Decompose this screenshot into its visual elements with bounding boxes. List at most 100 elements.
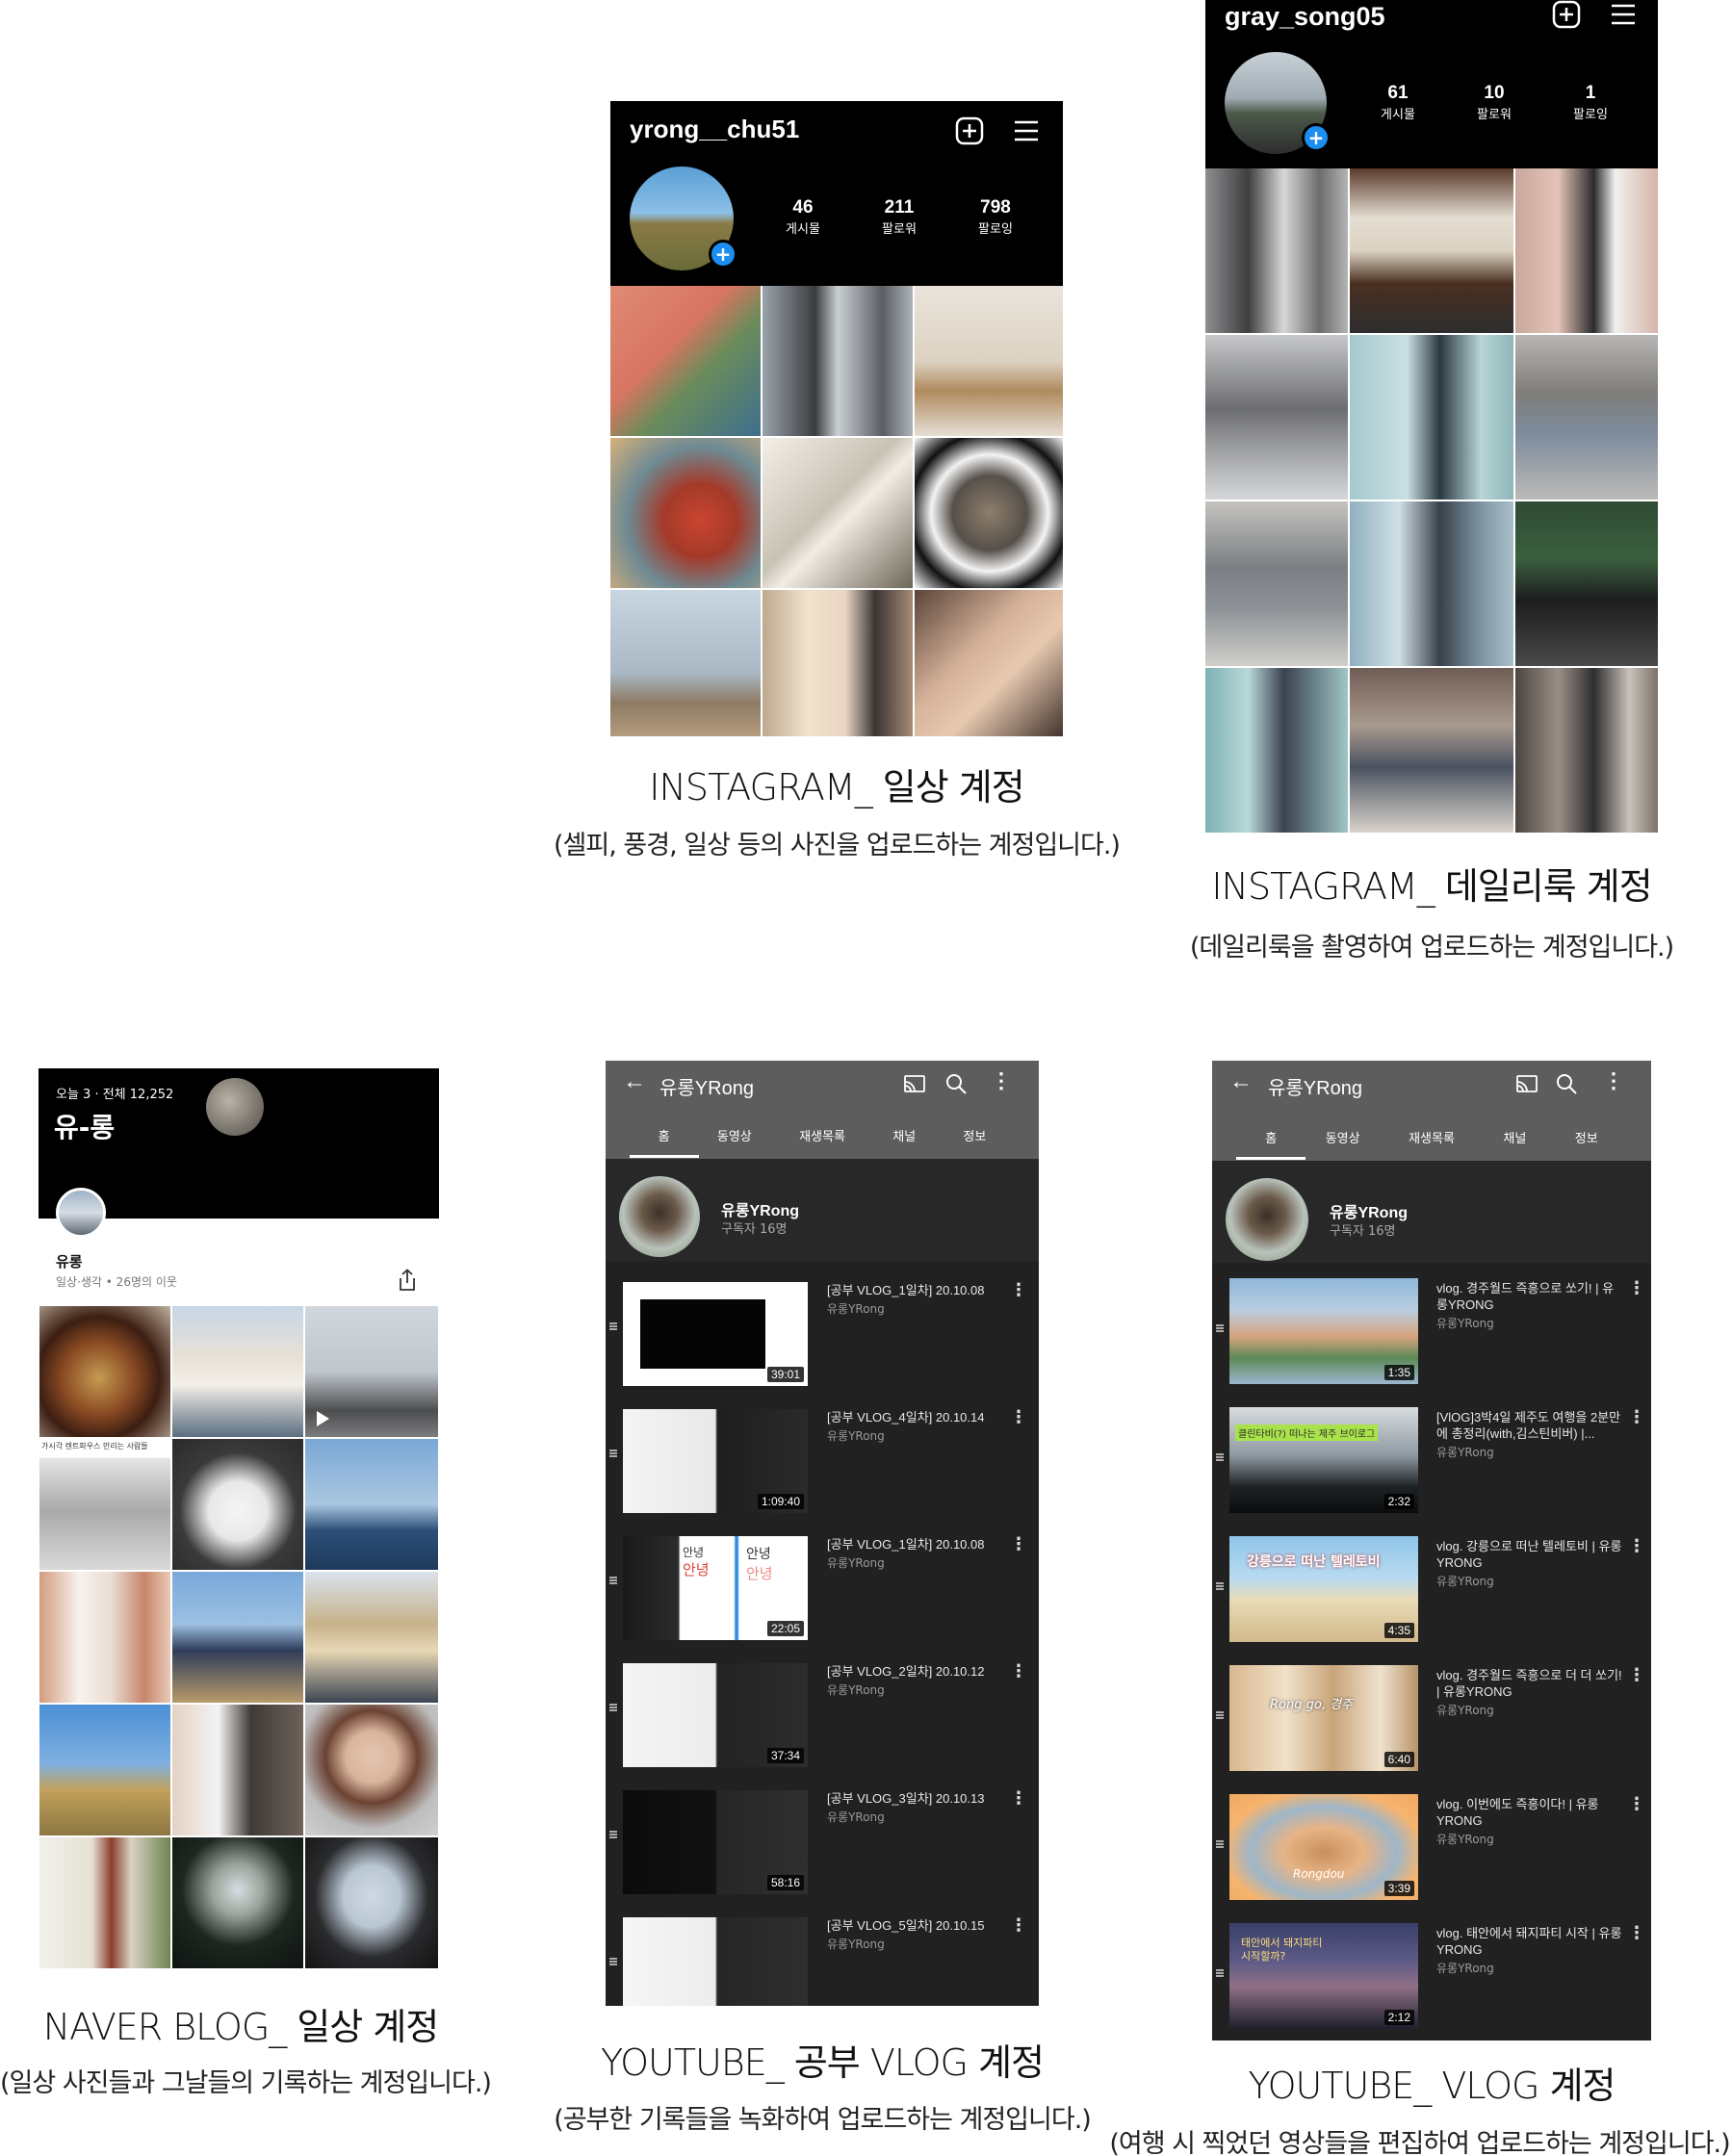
video-row[interactable]: Rong go, 경주 6:40 vlog. 경주월드 즉흥으로 더 더 쏘기!… [1212, 1661, 1651, 1786]
post-thumbnail[interactable] [1205, 668, 1348, 833]
more-options-icon[interactable]: ⋮ [1010, 1661, 1027, 1681]
post-thumbnail[interactable] [39, 1571, 171, 1704]
video-title[interactable]: vlog. 이번에도 즉흥이다! | 유롱YRONG [1436, 1797, 1599, 1828]
post-thumbnail[interactable] [171, 1704, 304, 1836]
video-thumbnail[interactable]: 태안에서 돼지파티 시작할까? 2:12 [1229, 1923, 1418, 2029]
more-options-icon[interactable]: ⋮ [1010, 1534, 1027, 1554]
posts-count[interactable]: 61 게시물 [1381, 83, 1415, 122]
more-options-icon[interactable]: ⋮ [1628, 1794, 1645, 1814]
video-thumbnail[interactable]: 58:16 [623, 1790, 808, 1894]
video-row[interactable]: 58:16 [공부 VLOG_3일차] 20.10.13 유롱YRong ⋮ [606, 1784, 1039, 1906]
search-icon[interactable] [1555, 1072, 1578, 1095]
tab-home[interactable]: 홈 [1236, 1128, 1306, 1160]
video-row[interactable]: 안녕 안녕 안녕 안녕 22:05 [공부 VLOG_1일차] 20.10.08… [606, 1530, 1039, 1652]
video-title[interactable]: [공부 VLOG_1일차] 20.10.08 [827, 1537, 985, 1552]
channel-avatar[interactable] [619, 1176, 700, 1257]
post-thumbnail[interactable] [1515, 501, 1658, 666]
drag-handle-icon[interactable] [1216, 1453, 1224, 1461]
more-options-icon[interactable]: ⋮ [1603, 1068, 1624, 1092]
video-row[interactable]: 강릉으로 떠난 텔레토비 4:35 vlog. 강릉으로 떠난 텔레토비 | 유… [1212, 1532, 1651, 1657]
back-arrow-icon[interactable]: ← [623, 1068, 646, 1094]
followers-count[interactable]: 211 팔로워 [882, 197, 917, 237]
more-options-icon[interactable]: ⋮ [1010, 1407, 1027, 1427]
post-thumbnail[interactable] [304, 1571, 439, 1704]
video-title[interactable]: vlog. 경주월드 즉흥으로 더 더 쏘기! | 유롱YRONG [1436, 1668, 1622, 1699]
post-thumbnail[interactable] [1205, 335, 1348, 500]
post-thumbnail[interactable] [915, 286, 1063, 436]
post-thumbnail[interactable] [1515, 668, 1658, 833]
tab-videos[interactable]: 동영상 [716, 1130, 752, 1144]
more-options-icon[interactable]: ⋮ [1010, 1280, 1027, 1300]
video-title[interactable]: [VlOG]3박4일 제주도 여행을 2분만에 총정리(with,김스틴비버) … [1436, 1410, 1621, 1441]
cast-icon[interactable] [1514, 1074, 1539, 1095]
share-icon[interactable] [397, 1269, 418, 1292]
video-row[interactable]: 1:35 vlog. 경주월드 즉흥으로 쏘기! | 유롱YRONG 유롱YRo… [1212, 1274, 1651, 1399]
add-post-icon[interactable] [1552, 0, 1581, 29]
video-title[interactable]: [공부 VLOG_3일차] 20.10.13 [827, 1791, 985, 1806]
following-count[interactable]: 1 팔로잉 [1573, 83, 1608, 122]
drag-handle-icon[interactable] [1216, 1582, 1224, 1590]
channel-avatar[interactable] [1226, 1178, 1308, 1261]
more-options-icon[interactable]: ⋮ [1010, 1788, 1027, 1809]
post-thumbnail[interactable] [763, 590, 913, 736]
post-thumbnail[interactable] [610, 590, 761, 736]
video-thumbnail[interactable]: 안녕 안녕 안녕 안녕 22:05 [623, 1536, 808, 1640]
video-title[interactable]: [공부 VLOG_2일차] 20.10.12 [827, 1664, 985, 1679]
post-thumbnail[interactable] [610, 286, 761, 436]
video-thumbnail[interactable]: 1:35 [1229, 1278, 1418, 1384]
more-options-icon[interactable]: ⋮ [1010, 1915, 1027, 1936]
add-story-icon[interactable]: + [709, 240, 737, 269]
posts-count[interactable]: 46 게시물 [786, 197, 820, 237]
video-thumbnail[interactable]: 37:34 [623, 1663, 808, 1767]
drag-handle-icon[interactable] [609, 1704, 617, 1711]
more-options-icon[interactable]: ⋮ [1628, 1665, 1645, 1685]
video-row[interactable]: 39:01 [공부 VLOG_1일차] 20.10.08 유롱YRong ⋮ [606, 1276, 1039, 1398]
play-icon[interactable] [311, 1408, 332, 1429]
video-row[interactable]: 태안에서 돼지파티 시작할까? 2:12 vlog. 태안에서 돼지파티 시작 … [1212, 1919, 1651, 2040]
post-thumbnail[interactable] [763, 286, 913, 436]
video-thumbnail[interactable]: 클린타비(?) 떠나는 제주 브이로그 2:32 [1229, 1407, 1418, 1513]
drag-handle-icon[interactable] [609, 1450, 617, 1457]
tab-playlists[interactable]: 재생목록 [799, 1130, 845, 1144]
tab-videos[interactable]: 동영상 [1325, 1132, 1360, 1146]
post-thumbnail[interactable] [1205, 501, 1348, 666]
post-thumbnail[interactable] [1350, 668, 1513, 833]
post-thumbnail[interactable] [1515, 168, 1658, 333]
post-thumbnail[interactable] [39, 1704, 171, 1836]
video-thumbnail[interactable]: 1:09:40 [623, 1409, 808, 1513]
add-post-icon[interactable] [955, 116, 984, 145]
following-count[interactable]: 798 팔로잉 [978, 197, 1013, 237]
drag-handle-icon[interactable] [1216, 1840, 1224, 1848]
post-thumbnail[interactable] [1350, 168, 1513, 333]
post-thumbnail[interactable]: 가시각 렌트파우스 만리는 사람들 [39, 1438, 171, 1571]
video-row[interactable]: 1:09:40 [공부 VLOG_4일차] 20.10.14 유롱YRong ⋮ [606, 1403, 1039, 1525]
video-row[interactable]: Rongdou 3:39 vlog. 이번에도 즉흥이다! | 유롱YRONG … [1212, 1790, 1651, 1915]
post-thumbnail[interactable] [1515, 335, 1658, 500]
back-arrow-icon[interactable]: ← [1229, 1068, 1253, 1094]
post-thumbnail[interactable] [304, 1836, 439, 1969]
tab-channels[interactable]: 채널 [1503, 1132, 1527, 1146]
video-title[interactable]: [공부 VLOG_1일차] 20.10.08 [827, 1283, 985, 1297]
drag-handle-icon[interactable] [1216, 1324, 1224, 1332]
followers-count[interactable]: 10 팔로워 [1477, 83, 1512, 122]
drag-handle-icon[interactable] [609, 1831, 617, 1838]
post-thumbnail[interactable] [171, 1438, 304, 1571]
video-thumbnail[interactable]: 강릉으로 떠난 텔레토비 4:35 [1229, 1536, 1418, 1642]
post-thumbnail[interactable] [39, 1305, 171, 1438]
video-row[interactable]: [공부 VLOG_5일차] 20.10.15 유롱YRong ⋮ [606, 1912, 1039, 2006]
video-thumbnail[interactable]: Rong go, 경주 6:40 [1229, 1665, 1418, 1771]
post-thumbnail[interactable] [304, 1438, 439, 1571]
post-thumbnail[interactable] [1205, 168, 1348, 333]
menu-icon[interactable] [1013, 118, 1040, 143]
drag-handle-icon[interactable] [609, 1958, 617, 1965]
drag-handle-icon[interactable] [1216, 1711, 1224, 1719]
post-thumbnail[interactable] [171, 1305, 304, 1438]
video-title[interactable]: [공부 VLOG_4일차] 20.10.14 [827, 1410, 985, 1424]
menu-icon[interactable] [1610, 2, 1637, 27]
drag-handle-icon[interactable] [1216, 1969, 1224, 1977]
avatar[interactable] [56, 1188, 106, 1238]
post-thumbnail[interactable] [610, 438, 761, 588]
post-thumbnail[interactable] [1350, 335, 1513, 500]
post-thumbnail[interactable] [1350, 501, 1513, 666]
video-row[interactable]: 클린타비(?) 떠나는 제주 브이로그 2:32 [VlOG]3박4일 제주도 … [1212, 1403, 1651, 1528]
